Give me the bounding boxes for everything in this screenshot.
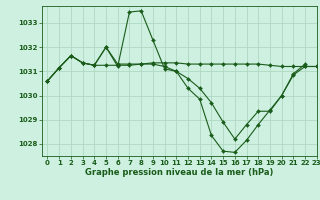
X-axis label: Graphe pression niveau de la mer (hPa): Graphe pression niveau de la mer (hPa) [85,168,273,177]
